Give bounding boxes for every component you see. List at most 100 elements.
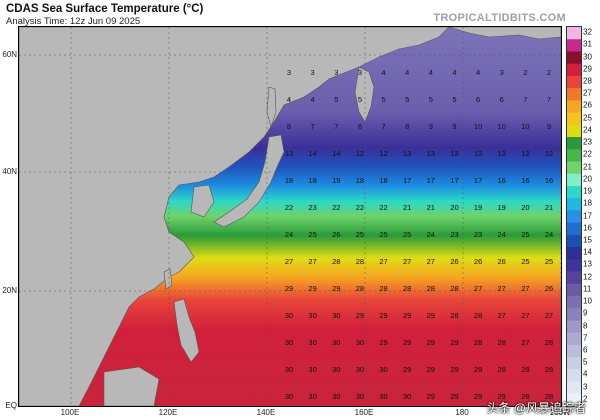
- sst-value: 14: [308, 149, 316, 158]
- colorbar-swatch: [567, 100, 581, 114]
- sst-value: 30: [356, 365, 364, 374]
- colorbar-tick: 4: [583, 369, 588, 379]
- colorbar-tick: 16: [583, 223, 592, 233]
- colorbar-tick: 22: [583, 149, 592, 159]
- sst-value: 30: [332, 338, 340, 347]
- sst-value: 27: [403, 257, 411, 266]
- colorbar-tick: 11: [583, 284, 592, 294]
- sst-value: 20: [450, 203, 458, 212]
- sst-value: 29: [498, 392, 506, 401]
- sst-value: 4: [287, 95, 291, 104]
- colorbar-swatch: [567, 357, 581, 370]
- source-brand: TROPICALTIDBITS.COM: [433, 12, 566, 24]
- sst-value: 3: [500, 68, 504, 77]
- sst-value: 28: [474, 338, 482, 347]
- sst-value: 25: [356, 230, 364, 239]
- borneo-island: [103, 366, 160, 406]
- sst-value: 29: [403, 338, 411, 347]
- colorbar-swatch: [567, 234, 581, 248]
- sst-value: 25: [545, 257, 553, 266]
- sst-value: 30: [308, 338, 316, 347]
- sst-value: 21: [403, 203, 411, 212]
- sst-value: 4: [452, 68, 456, 77]
- sst-value: 28: [545, 338, 553, 347]
- sakhalin-island: [266, 86, 277, 129]
- sst-value: 29: [474, 365, 482, 374]
- sst-value: 19: [474, 203, 482, 212]
- colorbar-tick: 29: [583, 64, 592, 74]
- sst-map-canvas: 3 3 3 3 4 4 4 4 4 3 2 24 4 5 5 5 5 5 5 6 6 7 78 7 7 6 7 8 9 9 10 10 10 91…: [19, 27, 561, 406]
- sst-value: 25: [403, 230, 411, 239]
- alaska-landmass: [448, 27, 561, 40]
- sst-value: 28: [545, 365, 553, 374]
- sst-value: 28: [450, 311, 458, 320]
- sst-value: 22: [332, 203, 340, 212]
- sst-value: 16: [498, 176, 506, 185]
- sst-value: 6: [500, 95, 504, 104]
- sst-value: 2: [523, 68, 527, 77]
- sst-value: 27: [379, 257, 387, 266]
- colorbar-tick: 18: [583, 198, 592, 208]
- sst-value: 30: [285, 311, 293, 320]
- colorbar-swatch: [567, 369, 581, 383]
- sst-value: 4: [311, 95, 315, 104]
- sst-value: 29: [427, 311, 435, 320]
- colorbar-swatch: [567, 332, 581, 346]
- sst-value: 13: [427, 149, 435, 158]
- sst-value: 17: [450, 176, 458, 185]
- colorbar-swatch: [567, 344, 581, 358]
- sst-value: 30: [379, 392, 387, 401]
- sst-value: 7: [311, 122, 315, 131]
- graticule: [19, 27, 561, 406]
- sst-value: 3: [311, 68, 315, 77]
- sst-value: 8: [287, 122, 291, 131]
- sst-value: 2: [547, 68, 551, 77]
- colorbar-swatch: [567, 88, 581, 101]
- colorbar-tick: 3: [583, 382, 588, 392]
- colorbar-swatches: [567, 27, 581, 406]
- sst-value: 18: [308, 176, 316, 185]
- sst-value: 27: [498, 311, 506, 320]
- sst-value: 10: [521, 122, 529, 131]
- colorbar-tick: 5: [583, 357, 588, 367]
- analysis-time: Analysis Time: 12z Jun 09 2025: [6, 16, 141, 27]
- sst-value: 29: [450, 338, 458, 347]
- kamchatka-peninsula: [354, 66, 375, 123]
- colorbar-swatch: [567, 210, 581, 224]
- sst-value: 7: [381, 122, 385, 131]
- colorbar-tick: 8: [583, 321, 588, 331]
- sst-value: 28: [474, 311, 482, 320]
- sst-value: 26: [545, 284, 553, 293]
- sst-value: 28: [356, 257, 364, 266]
- colorbar-swatch: [567, 185, 581, 199]
- sst-value: 6: [476, 95, 480, 104]
- sst-value: 28: [521, 392, 529, 401]
- sst-value: 14: [332, 149, 340, 158]
- colorbar-swatch: [567, 222, 581, 236]
- sst-value: 24: [545, 230, 553, 239]
- colorbar-tick: 24: [583, 125, 592, 135]
- sst-value: 12: [521, 149, 529, 158]
- colorbar-tick: 25: [583, 113, 592, 123]
- colorbar-tick: 19: [583, 186, 592, 196]
- korea-peninsula: [190, 184, 215, 218]
- sst-value: 30: [403, 392, 411, 401]
- sst-value: 24: [498, 230, 506, 239]
- sst-value: 29: [332, 284, 340, 293]
- lon-label-140e: 140E: [256, 408, 276, 417]
- sst-value: 28: [356, 284, 364, 293]
- sst-value: 7: [523, 95, 527, 104]
- sst-value: 12: [545, 149, 553, 158]
- sst-value: 18: [379, 176, 387, 185]
- sst-value: 7: [547, 95, 551, 104]
- sst-value: 12: [356, 149, 364, 158]
- sst-value: 21: [545, 203, 553, 212]
- sst-value: 25: [379, 230, 387, 239]
- sst-value: 13: [403, 149, 411, 158]
- lon-label-160w: 160W: [549, 408, 571, 417]
- sst-value: 27: [521, 338, 529, 347]
- japan-islands: [213, 134, 285, 228]
- colorbar-tick: 31: [583, 39, 592, 49]
- sst-value: 28: [403, 284, 411, 293]
- colorbar-tick: 9: [583, 308, 588, 318]
